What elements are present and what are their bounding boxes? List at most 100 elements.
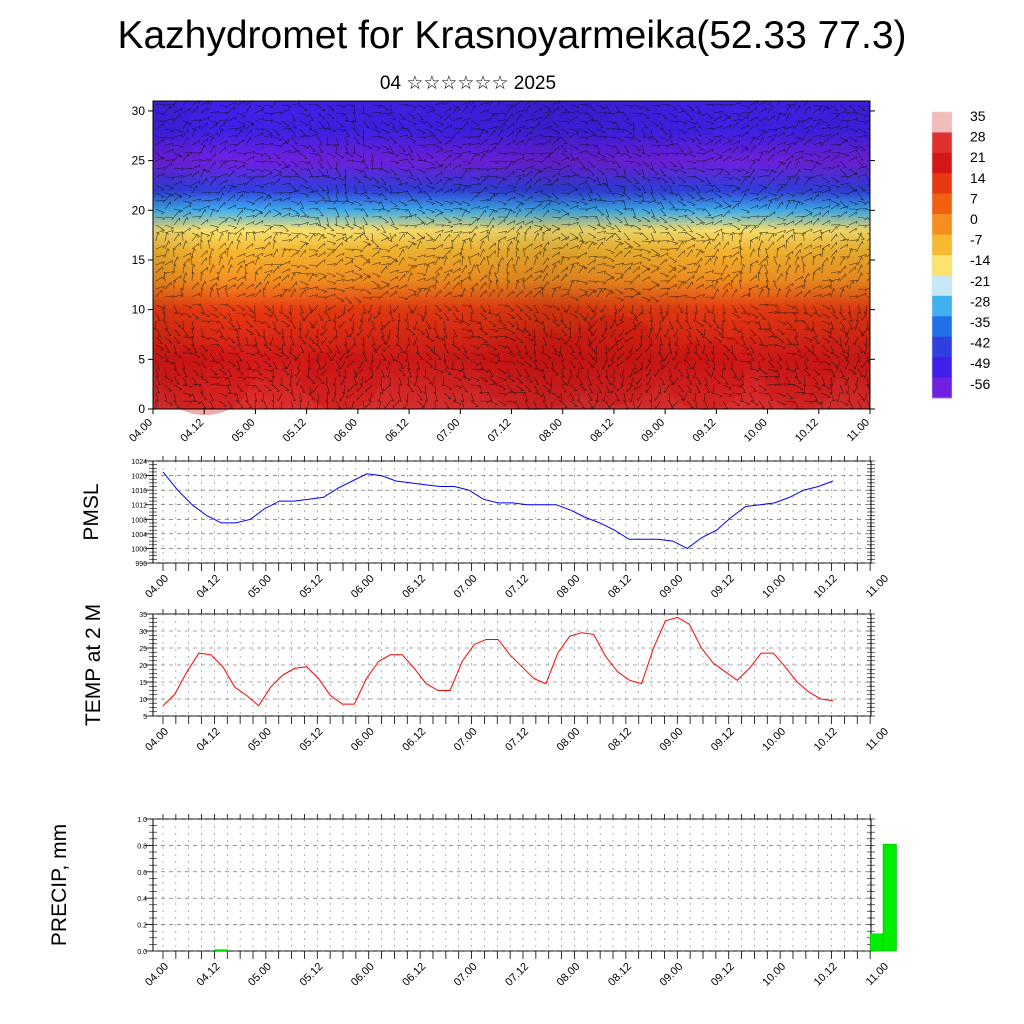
wind-vector	[614, 104, 621, 113]
wind-barb	[486, 101, 489, 105]
wind-vector	[614, 192, 624, 196]
wind-barb	[268, 197, 272, 199]
wind-barb	[288, 197, 291, 201]
wind-barb	[603, 112, 607, 115]
wind-vector	[272, 128, 280, 136]
wind-vector	[326, 160, 333, 169]
wind-barb	[738, 170, 741, 173]
wind-vector	[317, 120, 325, 128]
wind-barb	[359, 204, 363, 207]
wind-vector	[596, 104, 606, 109]
wind-barb	[585, 177, 589, 180]
wind-barb	[251, 203, 255, 205]
wind-barb	[306, 135, 310, 139]
wind-barb	[818, 163, 822, 166]
wind-vector	[794, 137, 801, 146]
wind-vector	[758, 186, 766, 194]
wind-barb	[711, 103, 715, 107]
wind-vector	[236, 164, 246, 170]
wind-vector	[731, 184, 741, 189]
wind-barb	[214, 145, 216, 149]
wind-vector	[182, 152, 193, 154]
wind-vector	[704, 112, 713, 119]
wind-barb	[576, 157, 579, 161]
wind-vector	[488, 168, 499, 170]
wind-barb	[540, 161, 544, 164]
wind-barb	[431, 108, 435, 110]
wind-vector	[848, 136, 858, 142]
wind-barb	[288, 182, 291, 186]
wind-barb	[628, 181, 632, 183]
wind-barb	[412, 141, 416, 143]
wind-vector	[191, 125, 201, 130]
wind-barb	[261, 128, 265, 132]
wind-barb	[340, 157, 344, 159]
wind-vector	[164, 128, 174, 132]
wind-barb	[836, 186, 840, 189]
wind-vector	[560, 183, 570, 186]
wind-vector	[272, 136, 282, 140]
wind-vector	[596, 152, 606, 158]
wind-vector	[722, 184, 733, 186]
wind-vector	[587, 120, 598, 122]
wind-vector	[335, 104, 345, 107]
wind-barb	[458, 147, 462, 149]
wind-barb	[756, 116, 759, 120]
wind-vector	[506, 160, 517, 162]
wind-vector	[515, 114, 523, 122]
wind-barb	[616, 151, 620, 154]
wind-vector	[254, 104, 264, 108]
wind-vector	[569, 132, 579, 138]
wind-vector	[272, 120, 282, 125]
wind-barb	[657, 105, 661, 108]
wind-vector	[587, 152, 597, 157]
wind-vector	[866, 128, 870, 130]
wind-vector	[632, 160, 642, 166]
wind-barb	[310, 119, 314, 122]
wind-barb	[854, 147, 858, 149]
wind-vector	[407, 112, 416, 119]
wind-vector	[596, 168, 605, 175]
wind-vector	[362, 192, 371, 199]
wind-barb	[644, 127, 648, 129]
wind-vector	[335, 176, 345, 181]
wind-barb	[305, 194, 309, 197]
wind-vector	[434, 120, 444, 125]
wind-barb	[774, 194, 777, 197]
wind-vector	[821, 184, 831, 188]
wind-vector	[578, 150, 588, 154]
wind-barb	[874, 128, 876, 130]
wind-barb	[810, 169, 814, 173]
wind-barb	[521, 195, 525, 198]
wind-barb	[697, 111, 701, 113]
wind-barb	[547, 197, 551, 199]
wind-barb	[650, 167, 654, 171]
wind-barb	[304, 181, 308, 183]
wind-barb	[792, 155, 794, 159]
wind-vector	[533, 168, 543, 172]
wind-vector	[614, 144, 620, 153]
wind-vector	[155, 123, 164, 130]
wind-barb	[666, 153, 670, 156]
wind-barb	[864, 121, 868, 124]
wind-barb	[810, 154, 813, 157]
wind-vector	[452, 176, 463, 178]
wind-barb	[675, 153, 679, 156]
wind-barb	[477, 142, 481, 146]
wind-barb	[502, 129, 504, 133]
wind-vector	[407, 104, 417, 108]
wind-vector	[470, 153, 477, 162]
wind-vector	[398, 158, 408, 162]
wind-vector	[668, 200, 676, 208]
wind-barb	[207, 117, 210, 121]
wind-barb	[605, 183, 608, 187]
wind-vector	[524, 178, 532, 186]
wind-vector	[533, 116, 542, 122]
wind-barb	[798, 160, 800, 164]
wind-vector	[713, 138, 721, 146]
wind-vector	[362, 152, 365, 162]
wind-barb	[845, 155, 849, 157]
wind-vector	[218, 179, 227, 186]
wind-vector	[380, 104, 389, 110]
